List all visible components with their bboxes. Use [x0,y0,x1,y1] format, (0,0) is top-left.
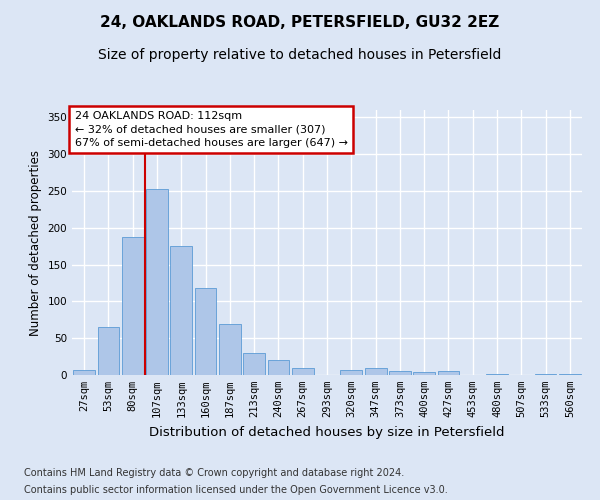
Bar [219,324,241,375]
Bar [268,360,289,375]
Text: 24 OAKLANDS ROAD: 112sqm
← 32% of detached houses are smaller (307)
67% of semi-: 24 OAKLANDS ROAD: 112sqm ← 32% of detach… [74,112,347,148]
Text: Contains public sector information licensed under the Open Government Licence v3: Contains public sector information licen… [24,485,448,495]
Bar [535,374,556,375]
Bar [97,327,119,375]
Text: Contains HM Land Registry data © Crown copyright and database right 2024.: Contains HM Land Registry data © Crown c… [24,468,404,477]
Text: Size of property relative to detached houses in Petersfield: Size of property relative to detached ho… [98,48,502,62]
Bar [437,372,460,375]
Bar [122,238,143,375]
Bar [194,288,217,375]
Bar [146,189,168,375]
Bar [389,372,411,375]
Bar [365,368,386,375]
Bar [73,370,95,375]
Bar [243,353,265,375]
X-axis label: Distribution of detached houses by size in Petersfield: Distribution of detached houses by size … [149,426,505,438]
Bar [292,368,314,375]
Bar [340,370,362,375]
Text: 24, OAKLANDS ROAD, PETERSFIELD, GU32 2EZ: 24, OAKLANDS ROAD, PETERSFIELD, GU32 2EZ [100,15,500,30]
Y-axis label: Number of detached properties: Number of detached properties [29,150,42,336]
Bar [413,372,435,375]
Bar [170,246,192,375]
Bar [486,374,508,375]
Bar [559,374,581,375]
